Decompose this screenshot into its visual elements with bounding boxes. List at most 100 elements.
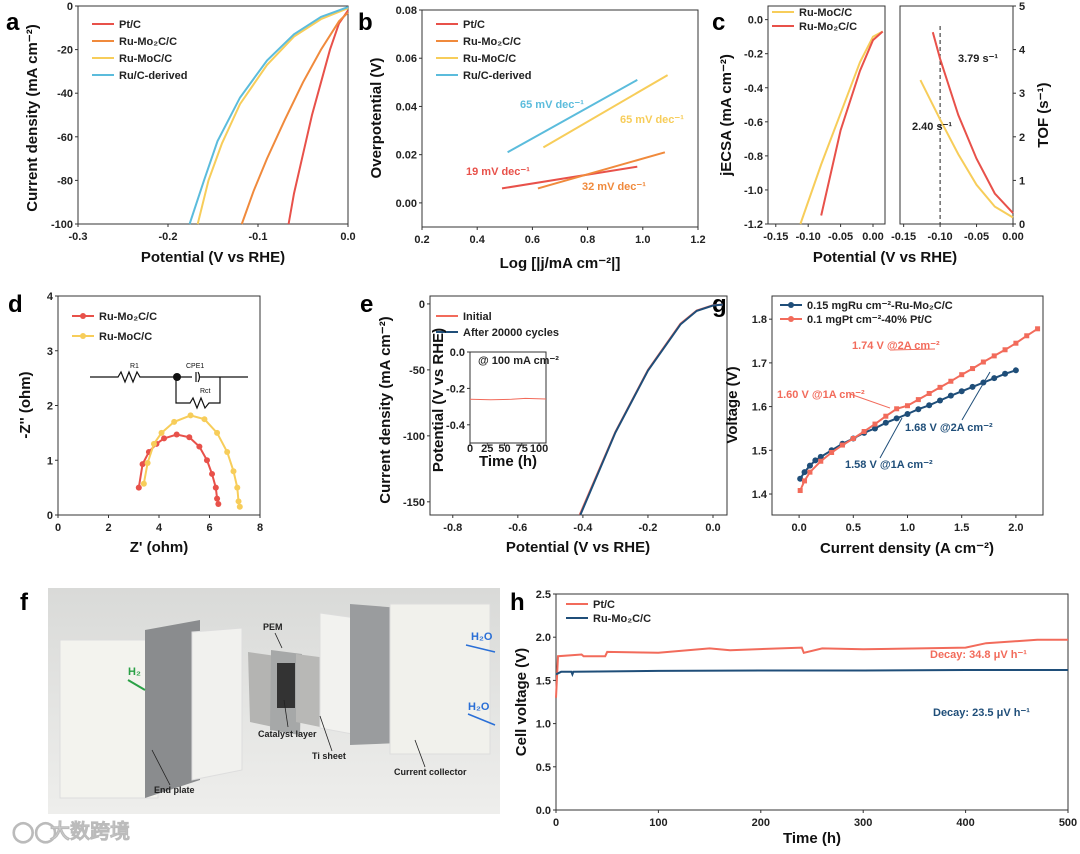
data-point	[948, 378, 954, 384]
data-point	[212, 484, 219, 491]
annotation: Decay: 23.5 μV h⁻¹	[933, 707, 1030, 719]
y-tick-label: 0.04	[396, 101, 418, 113]
legend-label: Ru-MoC/C	[463, 53, 516, 65]
data-point	[234, 484, 241, 491]
x-tick-label: -0.2	[159, 231, 178, 243]
x-tick-label: -0.10	[796, 231, 821, 243]
data-point	[214, 495, 221, 502]
chart-g: 0.0 0.5 1.0 1.5 2.0 1.4 1.5 1.6 1.7 1.8 Current de…	[724, 295, 1044, 557]
data-point	[797, 488, 803, 494]
legend-label: Ru-Mo₂C/C	[463, 36, 521, 48]
y-tick-label: 2	[47, 401, 53, 413]
legend-label: Ru-Mo₂C/C	[799, 21, 857, 33]
annotation-arrows	[849, 348, 991, 459]
x-tick-label: 0.4	[470, 234, 486, 246]
data-point	[1013, 340, 1019, 346]
y-tick-label: 1.0	[536, 719, 551, 731]
data-point	[871, 425, 878, 432]
chart-d: 0 2 4 6 8 0 1 2 3 4 Z' (ohm) -Z'' (ohm) Ru-Mo₂C/C Ru-…	[17, 291, 263, 556]
data-point	[839, 442, 845, 448]
panel-letter-a: a	[6, 9, 20, 36]
x-tick-label: 6	[206, 522, 212, 534]
panel-letter-h: h	[510, 589, 525, 616]
y-tick-label: 1.5	[752, 445, 767, 457]
y-axis-label: TOF (s⁻¹)	[1035, 82, 1052, 147]
y-tick-label: -20	[57, 45, 73, 57]
y-tick-label: 3	[47, 346, 53, 358]
y-tick-label: 2.5	[536, 589, 551, 601]
x-tick-label: 0.6	[525, 234, 540, 246]
y-tick-label: 0.06	[396, 53, 417, 65]
data-point	[224, 449, 231, 456]
y-tick-label: -1.2	[744, 219, 763, 231]
y-axis-label: Current density (mA cm⁻²)	[24, 24, 41, 211]
y-tick-label: 2	[1019, 132, 1025, 144]
circuit-wires	[90, 370, 248, 410]
gasket-left	[191, 627, 243, 781]
data-point	[1012, 367, 1019, 374]
data-point	[817, 453, 824, 460]
series-line-0	[287, 9, 349, 225]
series-line-2	[196, 7, 349, 225]
annotation: 3.79 s⁻¹	[958, 53, 998, 65]
chart-c1: -0.15 -0.10 -0.05 0.00 -1.2 -1.0 -0.8 -0.6 -0.4 -…	[718, 5, 886, 243]
annotation: 1.60 V @1A cm⁻²	[777, 389, 865, 401]
data-point	[926, 402, 933, 409]
y-tick-label: -150	[403, 497, 425, 509]
annotation: 65 mV dec⁻¹	[620, 114, 684, 126]
y-axis-label: Overpotential (V)	[368, 58, 385, 179]
y-tick-label: 2.0	[536, 632, 551, 644]
x-axis-label: Potential (V vs RHE)	[813, 249, 957, 266]
label-current-collector: Current collector	[394, 767, 467, 777]
x-tick-label: 100	[530, 443, 548, 455]
series-line-0	[931, 31, 1014, 214]
x-axis-label: Time (h)	[783, 830, 841, 847]
panel-letter-d: d	[8, 291, 23, 318]
series-line-1	[537, 151, 666, 190]
legend-label: 0.1 mgPt cm⁻²-40% Pt/C	[807, 314, 932, 326]
x-tick-label: 4	[156, 522, 163, 534]
equivalent-circuit-icon	[90, 370, 248, 410]
y-tick-label: 5	[1019, 1, 1025, 13]
x-tick-label: 500	[1059, 817, 1077, 829]
data-point	[883, 413, 889, 419]
chart-a: -0.3 -0.2 -0.1 0.0 -100 -80 -60 -40 -20 0 Potentia…	[24, 1, 356, 266]
plot-frame	[899, 5, 1014, 225]
series-line-1	[240, 11, 349, 225]
data-point	[801, 469, 808, 476]
x-tick-label: -0.3	[69, 231, 88, 243]
series-line-3	[188, 6, 349, 225]
x-tick-label: 1.0	[900, 522, 915, 534]
y-tick-label: -40	[57, 88, 73, 100]
series-line-0	[469, 397, 547, 401]
ti-sheet	[296, 654, 327, 728]
y-axis-label: Voltage (V)	[724, 366, 741, 443]
x-tick-label: 300	[854, 817, 872, 829]
data-point	[203, 457, 210, 464]
data-point	[806, 462, 813, 469]
annotation-arrow	[961, 371, 991, 421]
y-tick-label: -0.2	[446, 383, 465, 395]
x-tick-label: 0	[55, 522, 61, 534]
y-tick-label: 4	[1019, 45, 1026, 57]
x-tick-label: 0.5	[846, 522, 861, 534]
x-tick-label: 1.0	[635, 234, 650, 246]
circuit-label-r1: R1	[130, 363, 139, 370]
series-line-0	[799, 30, 884, 225]
data-point	[894, 406, 900, 412]
data-point	[904, 411, 911, 418]
data-point	[235, 498, 242, 505]
plot-frame	[421, 9, 699, 228]
series-line-3	[507, 79, 638, 154]
y-tick-label: -100	[51, 219, 73, 231]
data-point	[187, 412, 194, 419]
data-point	[991, 353, 997, 359]
leader-lines	[151, 632, 426, 786]
legend-label: Ru-Mo₂C/C	[99, 311, 157, 323]
x-axis-label: Potential (V vs RHE)	[141, 249, 285, 266]
label-catalyst-layer: Catalyst layer	[258, 729, 317, 739]
x-tick-label: 2.0	[1008, 522, 1023, 534]
y-axis-label: Cell voltage (V)	[513, 648, 530, 756]
y-tick-label: 0.02	[396, 150, 417, 162]
